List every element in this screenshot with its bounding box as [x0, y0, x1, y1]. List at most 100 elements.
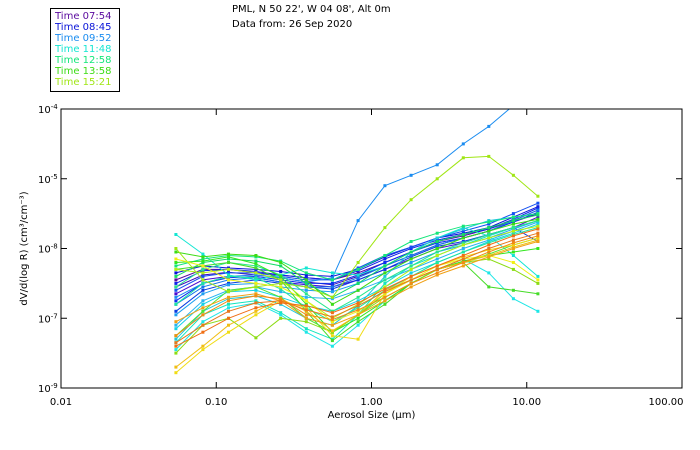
data-point [304, 292, 308, 296]
data-point [174, 250, 178, 254]
data-point [254, 299, 258, 303]
legend-entry: Time 15:21 [55, 77, 112, 88]
data-point [383, 261, 387, 264]
data-point [304, 330, 308, 334]
data-point [254, 273, 258, 277]
data-point [383, 274, 387, 278]
data-point [279, 261, 283, 264]
data-point [409, 254, 413, 257]
data-point [254, 306, 258, 310]
data-point [356, 316, 360, 320]
data-point [487, 247, 491, 250]
data-point [511, 215, 515, 219]
data-point [304, 295, 308, 299]
data-point [201, 292, 205, 296]
data-point [227, 330, 230, 334]
data-point [227, 306, 230, 310]
series-path [175, 228, 539, 347]
data-point [174, 271, 178, 275]
data-point [383, 278, 387, 282]
data-point [330, 287, 334, 291]
data-point [201, 271, 205, 275]
data-point [461, 241, 465, 245]
data-point [536, 227, 540, 231]
data-point [536, 274, 540, 278]
data-point [383, 302, 387, 306]
data-point [201, 267, 205, 271]
data-point [536, 206, 540, 210]
data-point [304, 288, 308, 292]
data-point [409, 257, 413, 261]
data-point [174, 288, 178, 292]
data-point [487, 226, 491, 230]
data-point [330, 290, 334, 294]
data-point [356, 288, 360, 292]
data-point [227, 299, 230, 303]
data-point [435, 163, 439, 167]
data-point [201, 309, 205, 313]
data-point [383, 264, 387, 268]
data-point [536, 215, 540, 219]
data-point [304, 266, 308, 270]
data-point [383, 271, 387, 275]
series-line [174, 231, 540, 345]
data-point [279, 287, 283, 291]
data-point [304, 316, 308, 320]
data-point [409, 285, 413, 289]
data-point [174, 274, 178, 278]
x-tick-label: 10.00 [512, 397, 541, 408]
data-point [511, 173, 515, 177]
y-tick-label: 10-7 [38, 312, 58, 325]
data-point [330, 323, 334, 327]
data-point [201, 255, 205, 259]
data-point [174, 267, 178, 271]
data-point [487, 255, 491, 259]
data-point [435, 240, 439, 243]
header-location: PML, N 50 22', W 04 08', Alt 0m [232, 4, 391, 15]
data-point [511, 226, 515, 230]
data-point [536, 247, 540, 250]
data-point [227, 267, 230, 271]
data-point [536, 240, 540, 243]
data-point [409, 274, 413, 278]
data-point [511, 267, 515, 271]
data-point [279, 290, 283, 294]
data-point [435, 254, 439, 257]
data-point [409, 245, 413, 249]
data-point [356, 306, 360, 310]
data-point [227, 302, 230, 306]
data-point [383, 184, 387, 188]
data-point [174, 264, 178, 268]
data-point [330, 320, 334, 324]
data-point [487, 229, 491, 233]
data-point [409, 261, 413, 264]
data-point [330, 334, 334, 338]
header-date: Data from: 26 Sep 2020 [232, 19, 353, 30]
data-point [435, 247, 439, 250]
data-point [304, 276, 308, 280]
data-point [461, 229, 465, 233]
data-point [435, 231, 439, 235]
data-point [201, 281, 205, 285]
data-point [383, 257, 387, 261]
data-point [227, 274, 230, 278]
data-point [279, 297, 283, 301]
series-line [174, 227, 540, 348]
data-point [254, 309, 258, 313]
data-point [511, 243, 515, 247]
data-point [254, 336, 258, 340]
data-point [174, 341, 178, 345]
data-point [487, 285, 491, 289]
data-point [511, 247, 515, 250]
data-point [356, 273, 360, 277]
data-point [227, 278, 230, 282]
data-point [383, 287, 387, 291]
data-point [227, 271, 230, 275]
data-point [356, 267, 360, 271]
data-point [409, 281, 413, 285]
data-point [304, 281, 308, 285]
data-point [511, 222, 515, 226]
data-point [254, 301, 258, 305]
data-point [201, 320, 205, 324]
data-point [174, 292, 178, 296]
